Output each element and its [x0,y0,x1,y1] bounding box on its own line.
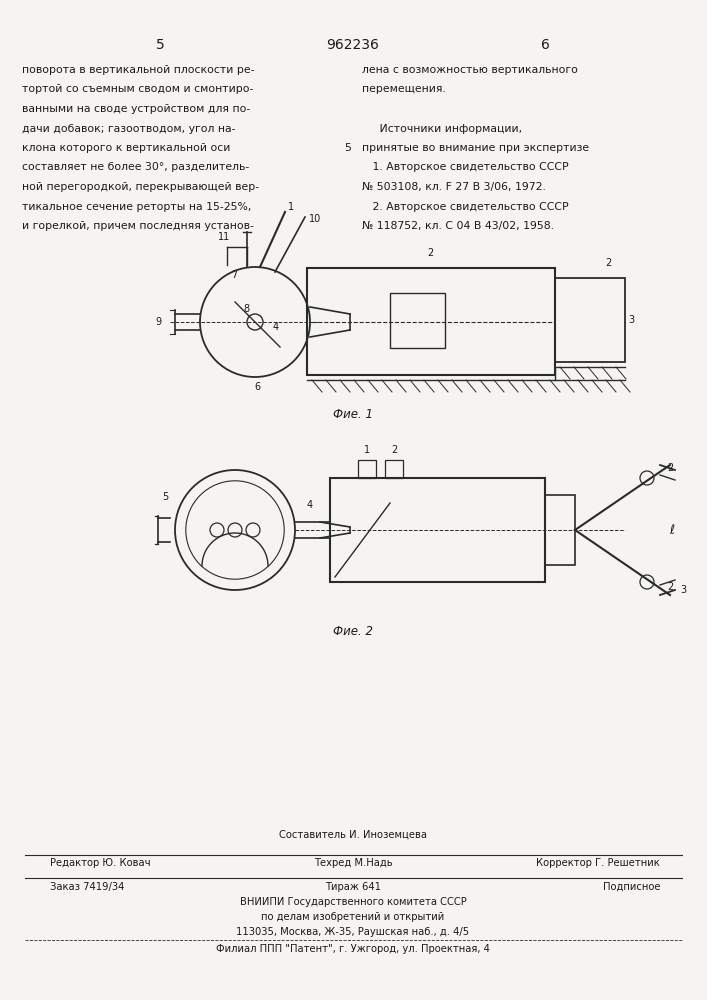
Text: по делам изобретений и открытий: по делам изобретений и открытий [262,912,445,922]
Text: Тираж 641: Тираж 641 [325,882,381,892]
Text: ной перегородкой, перекрывающей вер-: ной перегородкой, перекрывающей вер- [22,182,259,192]
Bar [385,460,403,478]
Text: № 503108, кл. F 27 В 3/06, 1972.: № 503108, кл. F 27 В 3/06, 1972. [362,182,546,192]
Text: Филиал ППП "Патент", г. Ужгород, ул. Проектная, 4: Филиал ППП "Патент", г. Ужгород, ул. Про… [216,944,490,954]
Text: 7: 7 [230,270,237,280]
Text: Фие. 2: Фие. 2 [333,625,373,638]
Text: составляет не более 30°, разделитель-: составляет не более 30°, разделитель- [22,162,250,172]
Text: 6: 6 [541,38,549,52]
Text: тикальное сечение реторты на 15-25%,: тикальное сечение реторты на 15-25%, [22,202,252,212]
Text: Составитель И. Иноземцева: Составитель И. Иноземцева [279,830,427,840]
Text: 3: 3 [628,315,634,325]
Text: 2. Авторское свидетельство СССР: 2. Авторское свидетельство СССР [362,202,568,212]
Text: 2: 2 [667,463,673,473]
Text: 9: 9 [156,317,162,327]
Text: ванными на своде устройством для по-: ванными на своде устройством для по- [22,104,250,114]
Text: 11: 11 [218,232,230,242]
Text: 2: 2 [605,258,611,268]
Text: 113035, Москва, Ж-35, Раушская наб., д. 4/5: 113035, Москва, Ж-35, Раушская наб., д. … [236,927,469,937]
Text: лена с возможностью вертикального: лена с возможностью вертикального [362,65,578,75]
Text: Техред М.Надь: Техред М.Надь [314,858,392,868]
Bar [555,278,625,362]
Text: 2: 2 [391,445,397,455]
Bar [358,460,376,478]
Text: 5: 5 [156,38,164,52]
Text: 3: 3 [680,585,686,595]
Text: дачи добавок; газоотводом, угол на-: дачи добавок; газоотводом, угол на- [22,123,235,133]
Text: и горелкой, причем последняя установ-: и горелкой, причем последняя установ- [22,221,254,231]
Bar [390,293,445,348]
Text: ВНИИПИ Государственного комитета СССР: ВНИИПИ Государственного комитета СССР [240,897,467,907]
Text: 10: 10 [309,214,321,224]
Text: тортой со съемным сводом и смонтиро-: тортой со съемным сводом и смонтиро- [22,85,253,95]
Text: Подписное: Подписное [602,882,660,892]
Bar [545,495,575,565]
Text: принятые во внимание при экспертизе: принятые во внимание при экспертизе [362,143,589,153]
Text: клона которого к вертикальной оси: клона которого к вертикальной оси [22,143,230,153]
Text: Фие. 1: Фие. 1 [333,408,373,421]
Text: 962236: 962236 [327,38,380,52]
Text: Корректор Г. Решетник: Корректор Г. Решетник [536,858,660,868]
Bar [307,268,555,375]
Text: поворота в вертикальной плоскости ре-: поворота в вертикальной плоскости ре- [22,65,255,75]
Text: № 118752, кл. С 04 В 43/02, 1958.: № 118752, кл. С 04 В 43/02, 1958. [362,221,554,231]
Text: 5: 5 [162,492,168,502]
Text: 1: 1 [288,202,294,212]
Text: Редактор Ю. Ковач: Редактор Ю. Ковач [50,858,151,868]
Text: 4: 4 [307,500,313,510]
Text: 6: 6 [254,382,260,392]
Text: 2: 2 [667,582,673,592]
Text: Источники информации,: Источники информации, [362,123,522,133]
Text: 4: 4 [273,322,279,332]
Text: 8: 8 [244,304,250,314]
Text: ℓ: ℓ [669,524,674,536]
Text: 2: 2 [427,248,433,258]
Text: 1. Авторское свидетельство СССР: 1. Авторское свидетельство СССР [362,162,568,172]
Text: 5: 5 [344,143,351,153]
Text: перемещения.: перемещения. [362,85,446,95]
Text: 1: 1 [364,445,370,455]
Bar [330,478,545,582]
Text: Заказ 7419/34: Заказ 7419/34 [50,882,124,892]
